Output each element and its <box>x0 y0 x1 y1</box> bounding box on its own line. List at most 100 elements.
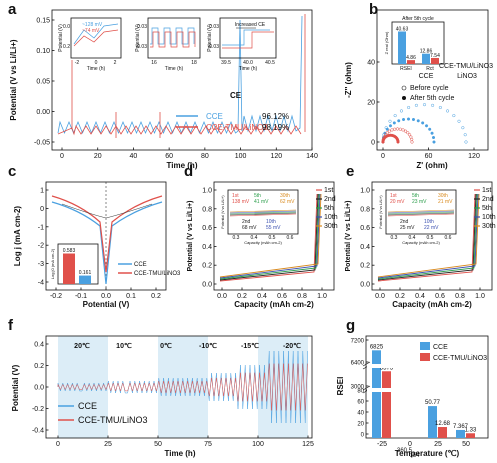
panel-g-legend-tmu: CCE-TMU/LiNO3 <box>433 355 487 362</box>
nyquist-point-cce-after <box>416 119 420 123</box>
panel-d-inset-xtick: 0.5 <box>269 235 276 241</box>
panel-c-ytick-label: -3 <box>38 261 44 268</box>
panel-c-xtick-label: 0.2 <box>151 293 161 300</box>
panel-label-e: e <box>346 163 354 180</box>
panel-f-ytick-label: 0.4 <box>34 342 44 349</box>
panel-g-bar-label: 3573 <box>380 365 394 371</box>
panel-c-ytick-label: -1 <box>38 224 44 231</box>
panel-f-xtick-label: 100 <box>252 441 264 448</box>
nyquist-point-cce-after <box>424 124 429 128</box>
panel-b-inset-bar-label: 7.54 <box>430 53 440 59</box>
panel-b-ytick-label: 0 <box>371 140 375 147</box>
nyquist-point-tmu-before <box>408 133 412 137</box>
nyquist-point-cce-after <box>385 127 389 131</box>
panel-f-ytick-label: -0.4 <box>32 428 44 435</box>
panel-f-temp-label: -10℃ <box>199 342 217 350</box>
nyquist-point-tmu-after <box>396 140 400 144</box>
inset3-cce <box>222 29 270 46</box>
panel-a-inset-ytick: -0.03 <box>136 44 148 50</box>
panel-a-inset-frame <box>70 17 122 59</box>
panel-f-xlabel: Time (h) <box>165 449 196 458</box>
panel-a-inset-xlabel: Time (h) <box>165 66 184 72</box>
panel-e-inset-ann: 1st <box>390 193 397 199</box>
panel-d-inset-ann: 10th <box>266 219 276 225</box>
panel-e-curve-10th <box>377 193 479 279</box>
panel-c-ytick-label: -4 <box>38 280 44 287</box>
nyquist-point-cce-before <box>407 105 411 110</box>
panel-g-axis-break <box>362 385 371 391</box>
panel-e-xtick-label: 1.0 <box>475 293 485 300</box>
panel-b-inset-bar <box>407 60 415 64</box>
panel-f-xtick-label: 50 <box>154 441 162 448</box>
nyquist-point-cce-before <box>422 103 427 107</box>
panel-e-legend-label: 30th <box>482 223 496 230</box>
panel-e-inset-ann: 20 mV <box>390 199 405 205</box>
panel-b-inset-bar-label: 12.86 <box>420 49 433 55</box>
panel-d-inset-ann: 55 mV <box>266 225 281 231</box>
panel-b-legend-before: Before cycle <box>410 85 449 92</box>
nyquist-point-cce-after <box>406 117 411 121</box>
panel-a-xtick-label: 0 <box>60 153 64 160</box>
panel-a-ytick-label: 0.10 <box>36 48 50 55</box>
panel-b-ytick-label: 40 <box>367 60 375 67</box>
nyquist-point-tmu-before <box>410 137 414 142</box>
panel-d-inset-xtick: 0.3 <box>233 235 240 241</box>
tafel-cce <box>51 201 163 285</box>
panel-f-ytick-label: -0.2 <box>32 406 44 413</box>
panel-d-legend-label: 30th <box>324 223 338 230</box>
panel-d-inset-ann: 41 mV <box>254 199 269 205</box>
panel-g-ytick-label: 0 <box>361 433 365 439</box>
panel-e-inset-curve <box>387 213 455 217</box>
panel-f-temp-label: -20℃ <box>283 342 301 350</box>
panel-a-ytick-label: 0.00 <box>36 109 50 116</box>
panel-e-xtick-label: 0.6 <box>435 293 445 300</box>
panel-d-inset-xtick: 0.4 <box>251 235 258 241</box>
nyquist-point-cce-before <box>438 105 442 110</box>
panel-a-inset-xtick: 0 <box>95 60 98 66</box>
panel-g-xtick-label: 25 <box>434 441 442 448</box>
nyquist-point-cce-after <box>411 117 416 122</box>
panel-b-ytick-label: 20 <box>367 100 375 107</box>
panel-a-inset-ytick: 0.2 <box>63 44 70 50</box>
panel-b-legend-open <box>401 85 407 91</box>
panel-a-ytick-label: 0.05 <box>36 79 50 86</box>
panel-b-inset-bar-label: 4.86 <box>406 55 416 61</box>
panel-g-bar-label: 1.33 <box>465 427 477 433</box>
inset1-tmu <box>73 29 119 47</box>
panel-b-legend-filled <box>402 96 406 100</box>
panel-d-inset-frame <box>227 189 299 235</box>
panel-d-ytick-label: 0.4 <box>202 244 212 251</box>
tafel-fit <box>61 203 153 219</box>
panel-a-inset-ytick: 0.0 <box>63 24 70 30</box>
panel-f-xtick-label: 0 <box>56 441 60 448</box>
panel-a-inset-xtick: 39.5 <box>221 60 231 66</box>
nyquist-point-tmu-before <box>410 140 414 144</box>
panel-g-bar-label: 12.68 <box>435 421 451 427</box>
tmu-cycling-trace <box>57 124 302 136</box>
panel-f-xtick-label: 125 <box>302 441 314 448</box>
panel-g-bar <box>428 406 437 438</box>
nyquist-point-cce-before <box>414 103 418 107</box>
panel-d-xtick-label: 0.2 <box>237 293 247 300</box>
panel-g-bar-label: 360.5 <box>397 448 413 454</box>
panel-e-inset-ann: 22 mV <box>424 225 439 231</box>
panel-d-legend-label: 1st <box>324 187 333 194</box>
panel-a-xtick-label: 40 <box>130 153 138 160</box>
panel-a-inset-xtick: 18 <box>191 60 197 66</box>
panel-e-inset-ann: 21 mV <box>438 199 453 205</box>
panel-e-curve-1st <box>377 193 476 282</box>
panel-f-temp-label: 20℃ <box>74 342 90 350</box>
nyquist-point-cce-before <box>452 114 456 118</box>
panel-b-legend-cce: CCE <box>419 73 434 80</box>
panel-a-xlabel: Time (h) <box>167 161 198 170</box>
nyquist-point-tmu-before <box>401 128 405 132</box>
panel-a-xtick-label: 140 <box>306 153 318 160</box>
nyquist-point-tmu-before <box>398 127 402 131</box>
panel-f-shade <box>158 336 208 438</box>
nyquist-point-cce-before <box>461 126 465 130</box>
panel-c-inset-bar <box>79 275 91 284</box>
inset2-cce <box>150 27 195 45</box>
panel-c-inset-bar-label: 0.161 <box>79 270 92 276</box>
panel-a-inset-frame <box>219 17 277 59</box>
